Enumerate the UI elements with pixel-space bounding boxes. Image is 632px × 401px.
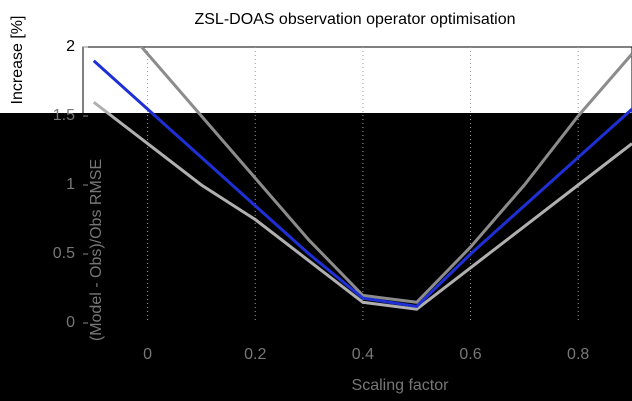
y-tick-label: 2 [66,38,75,55]
y-tick-label: 1 [66,176,75,193]
x-tick-label: 0.2 [244,346,266,363]
y-tick-label: 0.5 [53,245,75,262]
x-tick-label: 0 [143,346,152,363]
x-axis-label: Scaling factor [352,377,450,394]
series-line [92,59,632,309]
x-tick-label: 0.8 [567,346,589,363]
glitch-region [0,113,632,401]
x-tick-label: 0.4 [352,346,374,363]
series-line [92,101,632,311]
y-tick-label: 1.5 [53,107,75,124]
y-tick-label: 0 [66,314,75,331]
y-axis-label: Increase [%] [9,16,26,105]
y-axis-label-2: (Model - Obs)/Obs RMSE [88,159,105,341]
series-line [139,47,632,304]
x-tick-label: 0.6 [459,346,481,363]
chart-title: ZSL-DOAS observation operator optimisati… [194,11,515,28]
